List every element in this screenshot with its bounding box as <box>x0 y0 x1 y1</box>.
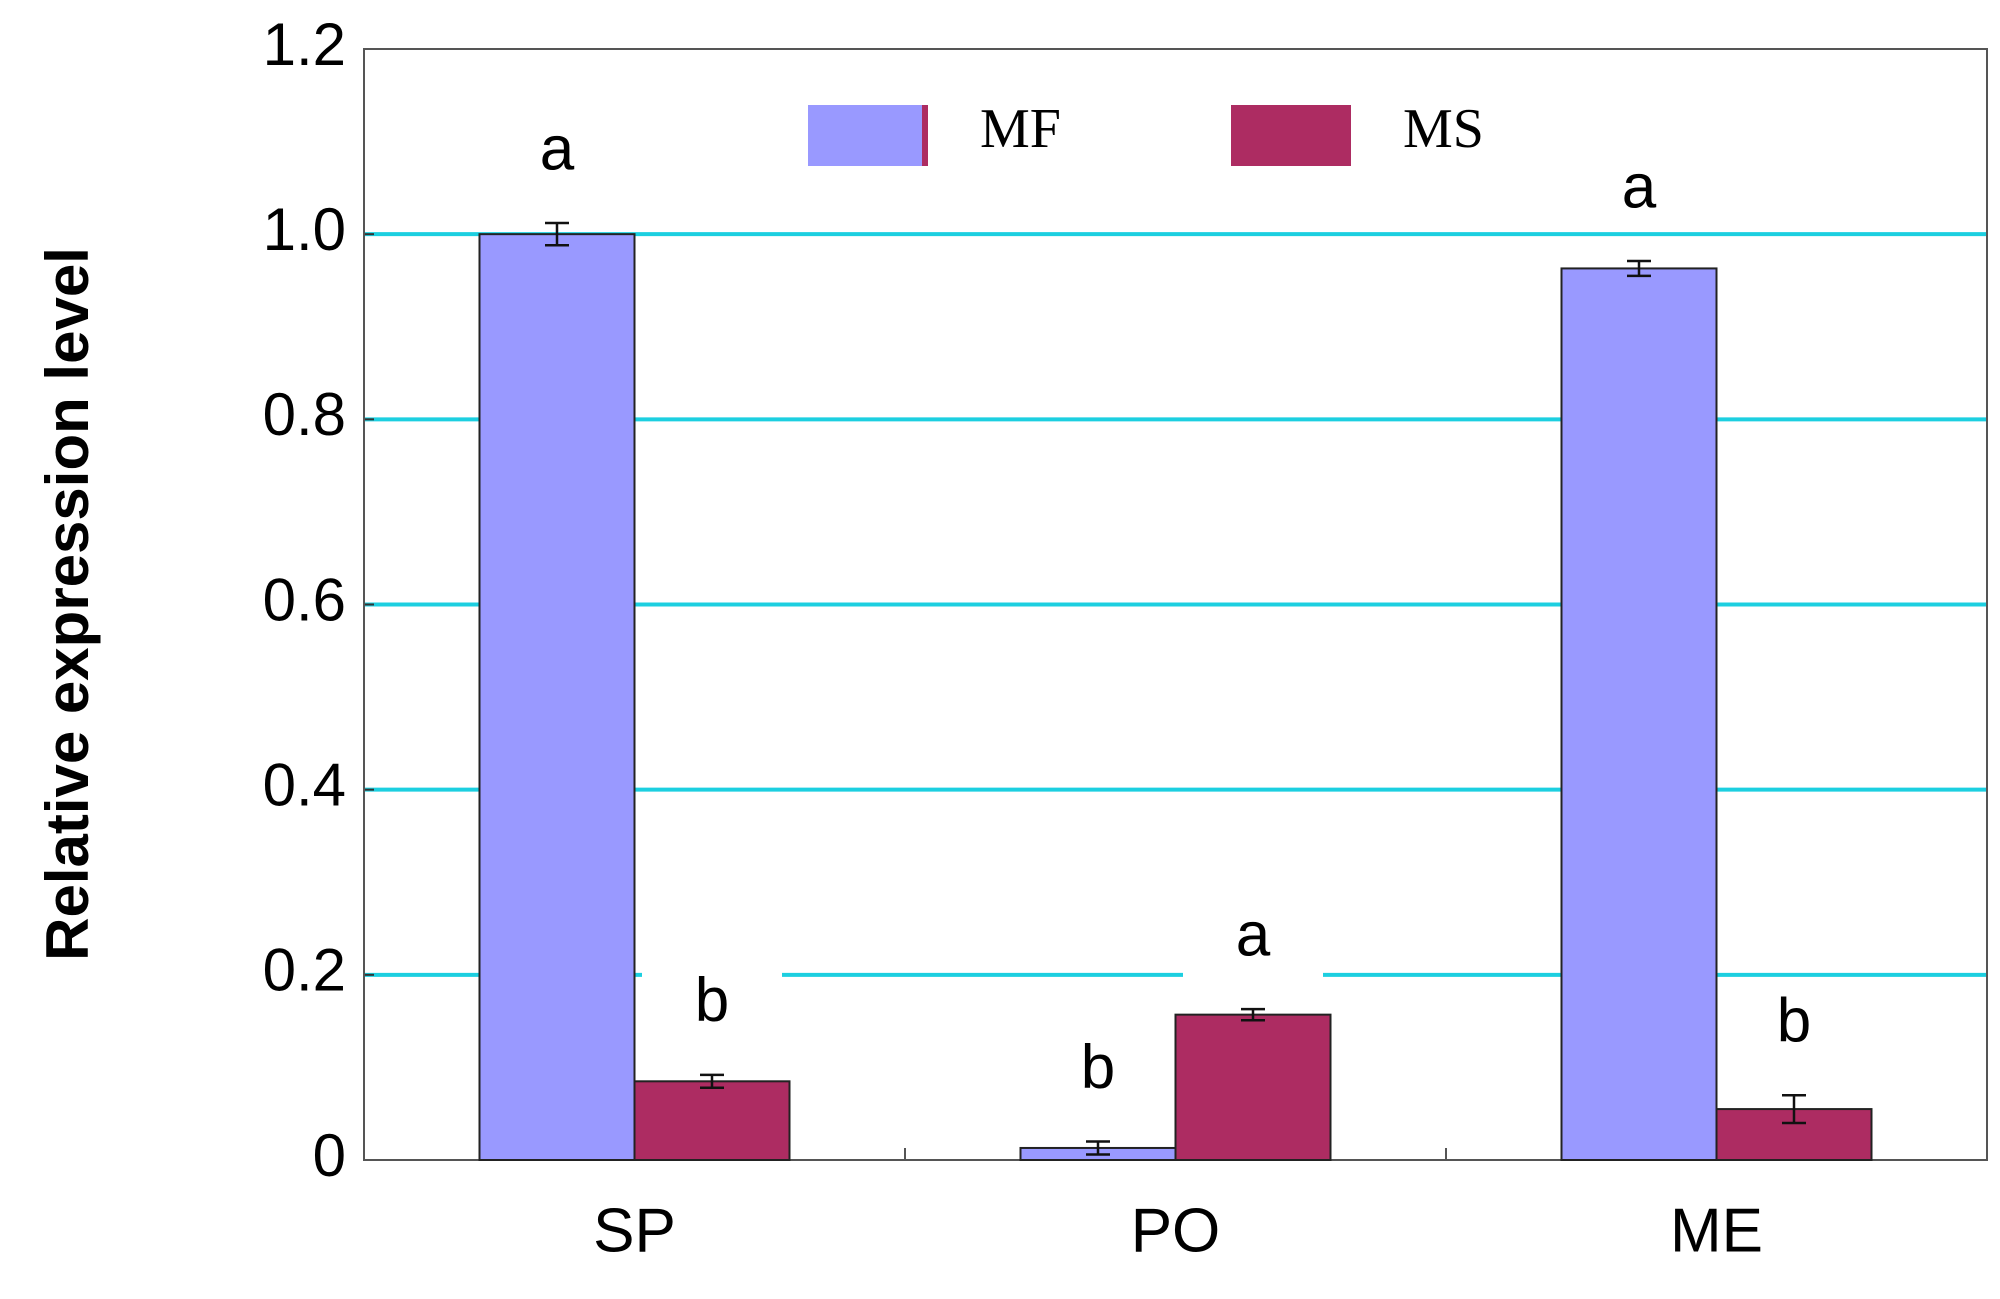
bar <box>1560 267 1718 1161</box>
x-tick-label: PO <box>1131 1196 1221 1265</box>
significance-letter: a <box>540 114 575 183</box>
letter-bg <box>1569 151 1709 232</box>
legend-label: MF <box>980 98 1061 160</box>
legend-swatch <box>808 105 928 166</box>
significance-letter: b <box>1081 1033 1115 1102</box>
legend-swatch-edge <box>922 105 928 166</box>
letter-bg <box>1724 985 1864 1066</box>
y-tick-label: 0 <box>313 1122 346 1189</box>
significance-letter: a <box>1622 152 1657 221</box>
bar <box>478 233 636 1161</box>
significance-letter: b <box>1777 987 1811 1056</box>
bar <box>633 1080 791 1162</box>
x-tick-label: SP <box>593 1196 676 1265</box>
letter-bg <box>642 964 782 1045</box>
significance-letter: a <box>1236 900 1271 969</box>
legend-swatch-edge <box>1345 105 1351 166</box>
letter-bg <box>1183 899 1323 980</box>
bar <box>1174 1013 1332 1161</box>
letter-bg <box>1028 1031 1168 1112</box>
x-tick-label: ME <box>1670 1196 1763 1265</box>
y-tick-label: 1.2 <box>263 11 346 78</box>
y-tick-label: 0.6 <box>263 566 346 633</box>
y-axis-title: Relative expression level <box>34 247 101 961</box>
y-tick-label: 0.2 <box>263 937 346 1004</box>
y-tick-label: 0.4 <box>263 752 346 819</box>
y-tick-label: 1.0 <box>263 196 346 263</box>
legend-swatch <box>1231 105 1351 166</box>
legend-label: MS <box>1403 98 1484 160</box>
y-tick-label: 0.8 <box>263 381 346 448</box>
significance-letter: b <box>695 966 729 1035</box>
letter-bg <box>487 113 627 194</box>
